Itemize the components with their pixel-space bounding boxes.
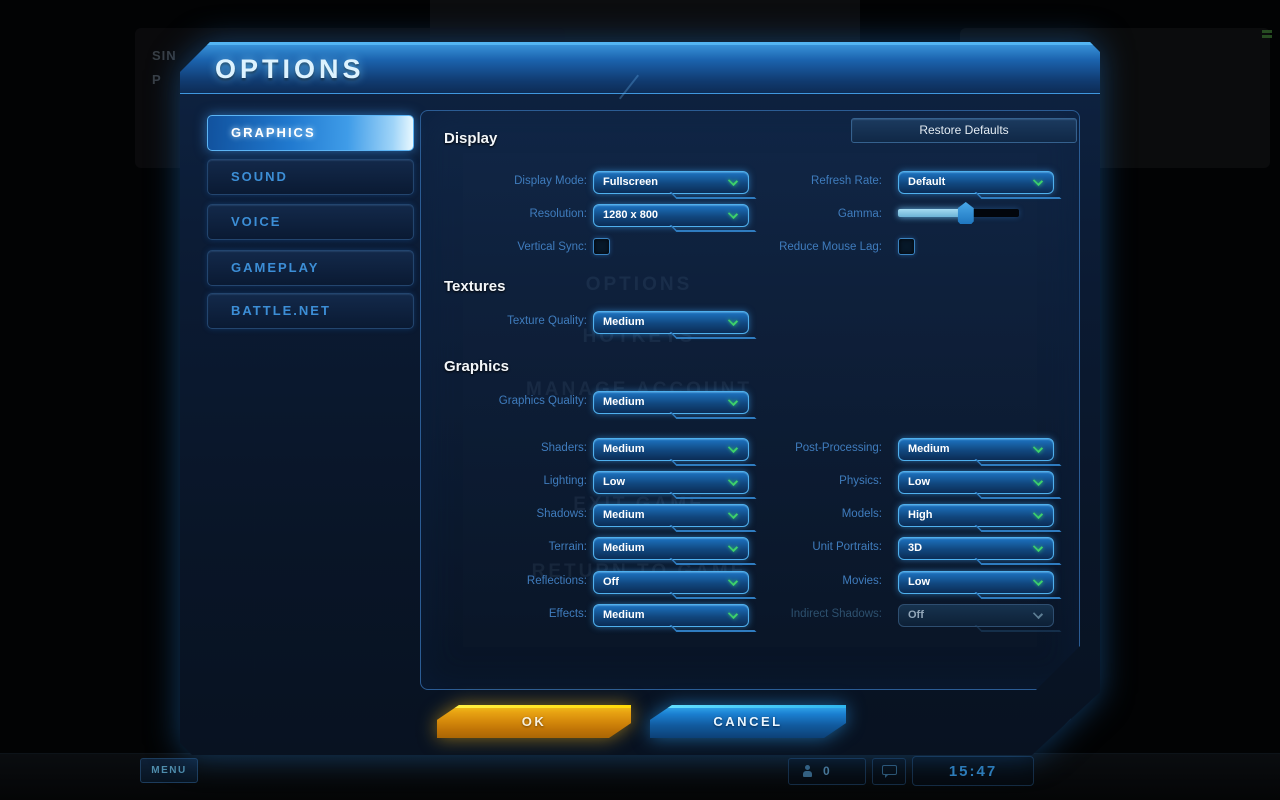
lighting-value: Low [603, 476, 625, 488]
chat-button[interactable] [872, 758, 906, 785]
terrain-value: Medium [603, 542, 645, 554]
options-dialog: OPTIONS GRAPHICS SOUND VOICE GAMEPLAY BA… [180, 42, 1100, 755]
dialog-header: OPTIONS [180, 42, 1100, 100]
reflections-dropdown[interactable]: Off [593, 571, 749, 594]
section-heading-textures: Textures [444, 278, 506, 295]
indirect-shadows-dropdown: Off [898, 604, 1054, 627]
gamma-slider-thumb[interactable] [957, 202, 974, 224]
effects-value: Medium [603, 609, 645, 621]
gamma-slider[interactable] [898, 202, 1019, 224]
refresh-rate-value: Default [908, 176, 946, 188]
indirect-shadows-label: Indirect Shadows: [790, 608, 882, 620]
graphics-quality-value: Medium [603, 396, 645, 408]
chevron-down-icon [1032, 575, 1044, 587]
chat-bubble-icon [882, 765, 897, 778]
display-mode-label: Display Mode: [514, 175, 587, 187]
physics-label: Physics: [839, 475, 882, 487]
dialog-title: OPTIONS [215, 54, 365, 84]
lighting-label: Lighting: [543, 475, 587, 487]
chevron-down-icon [1032, 541, 1044, 553]
background-status-lights [1262, 30, 1274, 46]
models-dropdown[interactable]: High [898, 504, 1054, 527]
physics-value: Low [908, 476, 930, 488]
display-mode-dropdown[interactable]: Fullscreen [593, 171, 749, 194]
graphics-quality-label: Graphics Quality: [498, 395, 587, 407]
models-value: High [908, 509, 933, 521]
texture-quality-label: Texture Quality: [507, 315, 587, 327]
chevron-down-icon [1032, 475, 1044, 487]
person-icon [803, 765, 812, 777]
section-heading-graphics: Graphics [444, 358, 510, 375]
resolution-value: 1280 x 800 [603, 209, 659, 221]
panel-corner-accent [1039, 708, 1087, 755]
unit-portraits-value: 3D [908, 542, 923, 554]
resolution-label: Resolution: [529, 208, 587, 220]
unit-portraits-label: Unit Portraits: [812, 541, 882, 553]
terrain-dropdown[interactable]: Medium [593, 537, 749, 560]
chevron-down-icon [1032, 508, 1044, 520]
chevron-down-icon [727, 315, 739, 327]
menu-button[interactable]: MENU [140, 758, 198, 783]
graphics-quality-dropdown[interactable]: Medium [593, 391, 749, 414]
reflections-value: Off [603, 576, 619, 588]
tab-voice[interactable]: VOICE [207, 204, 414, 240]
reduce-mouse-lag-checkbox[interactable] [898, 238, 915, 255]
resolution-dropdown[interactable]: 1280 x 800 [593, 204, 749, 227]
gamma-slider-fill [898, 209, 966, 217]
chevron-down-icon [1032, 608, 1044, 620]
terrain-label: Terrain: [548, 541, 587, 553]
refresh-rate-dropdown[interactable]: Default [898, 171, 1054, 194]
effects-dropdown[interactable]: Medium [593, 604, 749, 627]
tab-graphics[interactable]: GRAPHICS [207, 115, 414, 151]
panel-corner-accent [1029, 718, 1073, 755]
gamma-label: Gamma: [837, 208, 882, 220]
post-processing-dropdown[interactable]: Medium [898, 438, 1054, 461]
post-processing-value: Medium [908, 443, 950, 455]
models-label: Models: [841, 508, 882, 520]
movies-value: Low [908, 576, 930, 588]
ok-button[interactable]: OK [437, 705, 631, 738]
vertical-sync-checkbox[interactable] [593, 238, 610, 255]
physics-dropdown[interactable]: Low [898, 471, 1054, 494]
background-text-fragment: P [152, 72, 162, 87]
shaders-dropdown[interactable]: Medium [593, 438, 749, 461]
shadows-dropdown[interactable]: Medium [593, 504, 749, 527]
taskbar: MENU 0 15:47 [0, 753, 1280, 800]
effects-label: Effects: [548, 608, 587, 620]
reduce-mouse-lag-label: Reduce Mouse Lag: [779, 241, 882, 253]
section-heading-display: Display [444, 130, 498, 147]
cancel-button[interactable]: CANCEL [650, 705, 846, 738]
header-decor-line [618, 74, 640, 100]
chevron-down-icon [1032, 442, 1044, 454]
chevron-down-icon [1032, 175, 1044, 187]
clock: 15:47 [912, 756, 1034, 786]
shaders-value: Medium [603, 443, 645, 455]
restore-defaults-button[interactable]: Restore Defaults [851, 118, 1077, 143]
chevron-down-icon [727, 395, 739, 407]
ghost-menu-text: OPTIONS [585, 274, 693, 295]
tab-gameplay[interactable]: GAMEPLAY [207, 250, 414, 286]
graphics-settings-panel: OPTIONS HOTKEYS MANAGE ACCOUNT EXIT GAME… [420, 110, 1080, 690]
shadows-value: Medium [603, 509, 645, 521]
indirect-shadows-value: Off [908, 609, 924, 621]
reflections-label: Reflections: [526, 575, 587, 587]
friends-count: 0 [823, 764, 830, 778]
friends-status[interactable]: 0 [788, 758, 866, 785]
display-mode-value: Fullscreen [603, 176, 659, 188]
post-processing-label: Post-Processing: [795, 442, 882, 454]
refresh-rate-label: Refresh Rate: [811, 175, 882, 187]
texture-quality-dropdown[interactable]: Medium [593, 311, 749, 334]
unit-portraits-dropdown[interactable]: 3D [898, 537, 1054, 560]
shadows-label: Shadows: [536, 508, 587, 520]
movies-dropdown[interactable]: Low [898, 571, 1054, 594]
shaders-label: Shaders: [540, 442, 587, 454]
lighting-dropdown[interactable]: Low [593, 471, 749, 494]
texture-quality-value: Medium [603, 316, 645, 328]
vertical-sync-label: Vertical Sync: [517, 241, 587, 253]
background-text-fragment: SIN [152, 48, 177, 63]
tab-battlenet[interactable]: BATTLE.NET [207, 293, 414, 329]
tab-sound[interactable]: SOUND [207, 159, 414, 195]
movies-label: Movies: [842, 575, 882, 587]
